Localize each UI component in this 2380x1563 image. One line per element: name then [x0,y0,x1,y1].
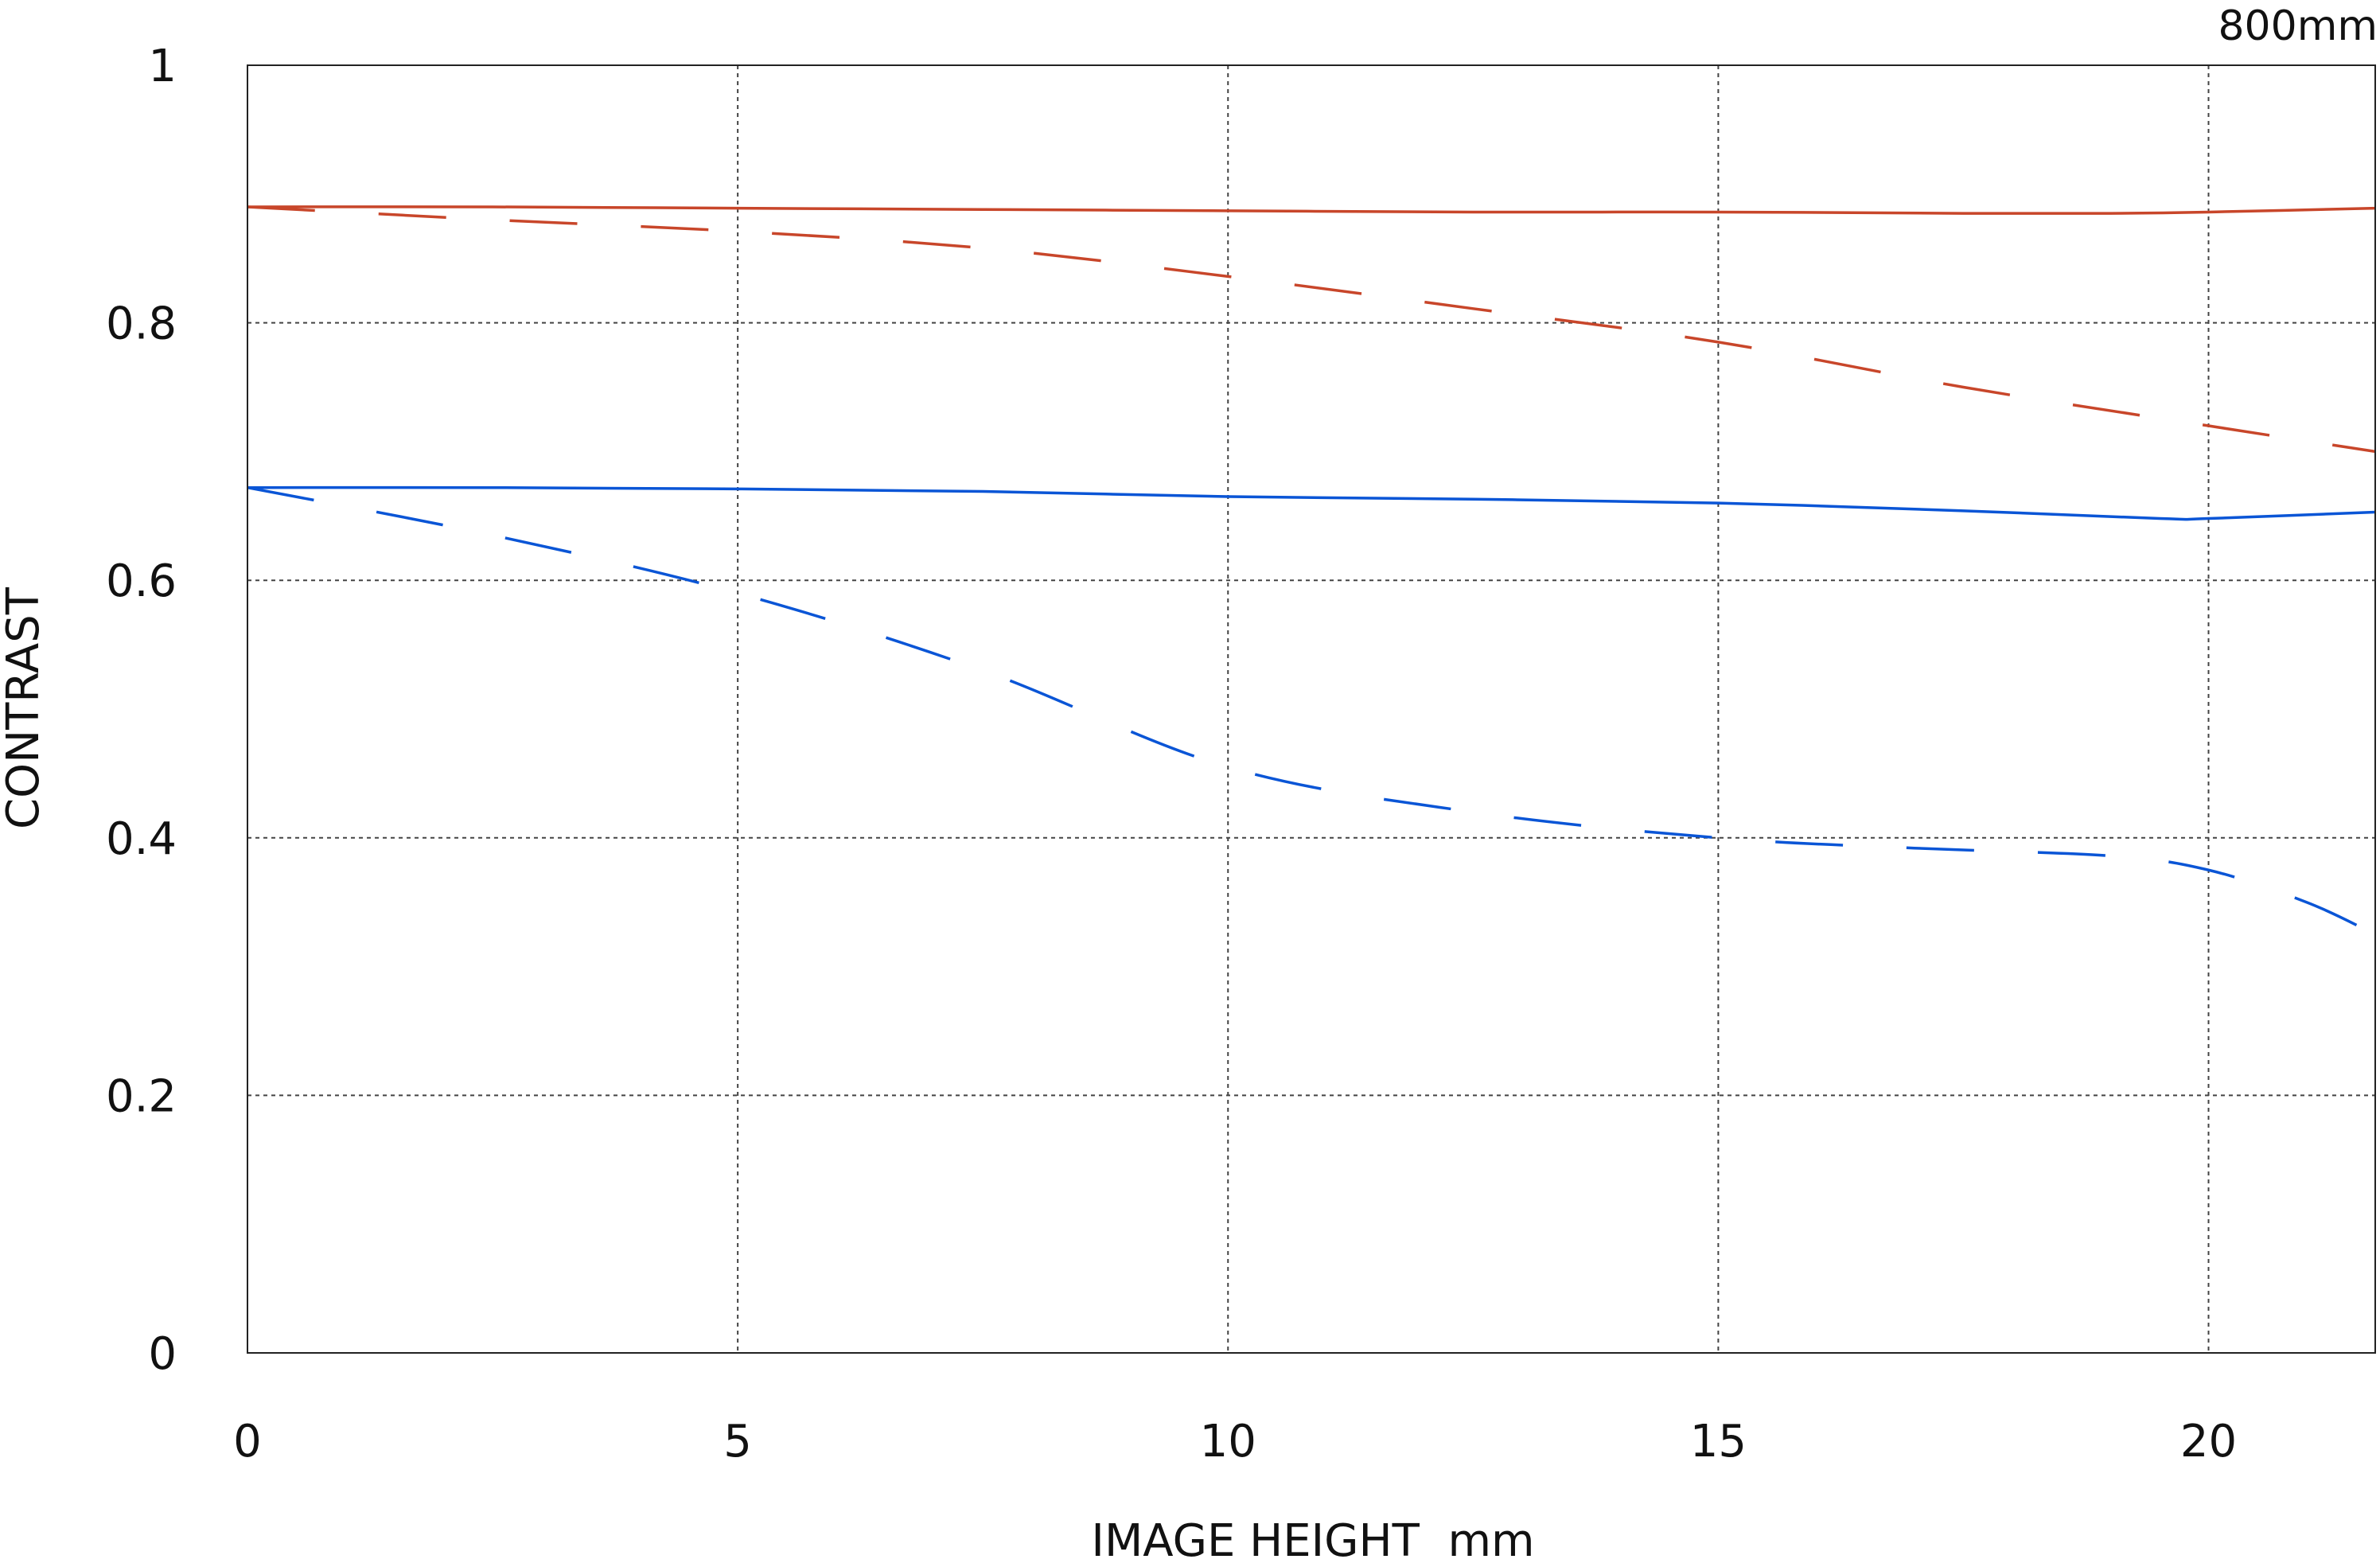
x-tick-label: 10 [1200,1416,1256,1468]
x-tick-labels: 0 5 10 15 20 [233,1416,2237,1468]
x-axis-label: IMAGE HEIGHT mm [1091,1515,1534,1563]
x-tick-label: 5 [723,1416,752,1468]
series-line-0-solid [247,205,2376,216]
y-tick-labels: 0 0.2 0.4 0.6 0.8 1 [106,41,177,1380]
y-tick-label: 0 [148,1328,177,1380]
y-tick-label: 1 [148,41,177,92]
y-axis-label: CONTRAST [0,587,49,829]
series-line-2-solid [247,485,2376,521]
series-group [247,205,2376,936]
series-line-1-dashed [247,205,2376,454]
plot-frame [247,64,2376,1354]
grid [247,65,2375,1353]
x-tick-label: 20 [2180,1416,2237,1468]
y-tick-label: 0.6 [106,555,177,607]
y-tick-label: 0.2 [106,1070,177,1122]
y-tick-label: 0.8 [106,298,177,350]
corner-label: 800mm [2218,2,2378,50]
series-line-3-dashed [247,485,2376,936]
x-tick-label: 0 [233,1416,262,1468]
x-tick-label: 15 [1690,1416,1747,1468]
y-tick-label: 0.4 [106,813,177,865]
